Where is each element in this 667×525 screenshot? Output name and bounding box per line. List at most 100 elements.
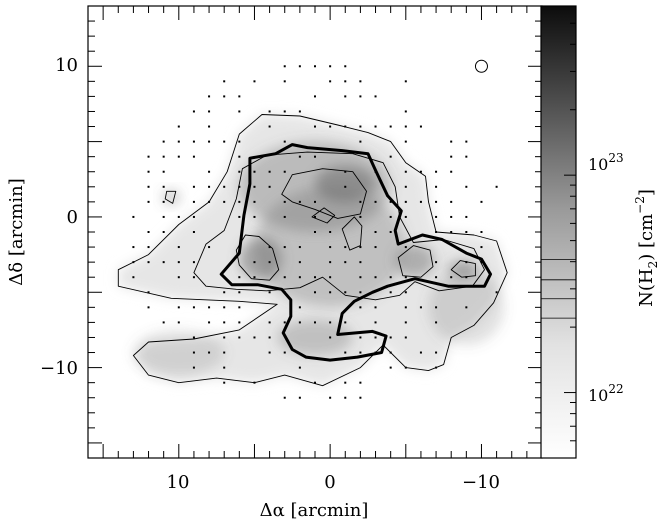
sample-point xyxy=(419,306,422,309)
sample-point xyxy=(465,185,468,188)
sample-point xyxy=(435,185,438,188)
sample-point xyxy=(238,291,241,294)
sample-point xyxy=(162,140,165,143)
colorbar-label: N(H2) [cm−2] xyxy=(633,189,660,307)
sample-point xyxy=(253,276,256,279)
sample-point xyxy=(177,155,180,158)
sample-point xyxy=(359,125,362,128)
sample-point xyxy=(208,110,211,113)
sample-point xyxy=(223,200,226,203)
sample-point xyxy=(404,200,407,203)
sample-point xyxy=(329,321,332,324)
sample-point xyxy=(344,291,347,294)
sample-point xyxy=(344,381,347,384)
sample-point xyxy=(192,306,195,309)
sample-point xyxy=(208,351,211,354)
sample-point xyxy=(404,125,407,128)
sample-point xyxy=(162,185,165,188)
sample-point xyxy=(268,261,271,264)
sample-point xyxy=(404,185,407,188)
colorbar-tick-label-1e22: 1022 xyxy=(588,382,624,405)
sample-point xyxy=(329,231,332,233)
sample-point xyxy=(389,336,392,339)
sample-point xyxy=(223,80,226,83)
sample-point xyxy=(162,231,165,233)
sample-point xyxy=(314,155,316,158)
sample-point xyxy=(253,336,256,339)
sample-point xyxy=(389,215,392,218)
sample-point xyxy=(435,306,438,309)
sample-point xyxy=(374,95,377,98)
sample-point xyxy=(283,396,286,399)
sample-point xyxy=(359,215,362,218)
sample-point xyxy=(147,231,150,233)
colorbar: 1023 1022 N(H2) [cm−2] xyxy=(540,5,660,459)
sample-point xyxy=(404,276,407,279)
sample-point xyxy=(238,215,241,218)
sample-point xyxy=(450,155,453,158)
sample-point xyxy=(268,246,271,249)
sample-point xyxy=(147,200,150,203)
sample-point xyxy=(404,170,407,173)
sample-point xyxy=(253,200,256,203)
sample-point xyxy=(268,351,271,354)
sample-point xyxy=(223,185,226,188)
sample-point xyxy=(374,321,377,324)
colorbar-ticks xyxy=(564,5,576,459)
sample-point xyxy=(238,110,241,113)
sample-point xyxy=(253,170,256,173)
sample-point xyxy=(192,110,195,113)
sample-point xyxy=(177,215,180,218)
sample-point xyxy=(374,246,377,249)
sample-point xyxy=(404,80,407,83)
sample-point xyxy=(329,125,332,128)
sample-point xyxy=(298,276,301,279)
sample-point xyxy=(404,336,407,339)
sample-point xyxy=(344,80,347,83)
sample-point xyxy=(344,65,347,68)
sample-point xyxy=(480,200,483,203)
contour-core-small xyxy=(311,207,336,224)
contour-outer xyxy=(117,114,508,387)
contour-core-left xyxy=(235,234,280,281)
sample-point xyxy=(359,140,362,143)
sample-point xyxy=(298,110,301,113)
sample-point xyxy=(359,261,362,264)
sample-point xyxy=(389,155,392,158)
sample-point xyxy=(223,381,226,384)
y-tick-label-minus10: −10 xyxy=(40,358,78,379)
sample-point xyxy=(298,200,301,203)
sample-point xyxy=(435,261,438,264)
sample-point xyxy=(283,351,286,354)
sample-point xyxy=(389,200,392,203)
sample-point xyxy=(283,276,286,279)
sample-point xyxy=(283,140,286,143)
sample-point xyxy=(192,336,195,339)
sample-point xyxy=(147,261,150,264)
sample-point xyxy=(374,125,377,128)
emission-blob xyxy=(133,329,225,376)
sample-point xyxy=(283,215,286,218)
sample-point xyxy=(450,231,453,233)
sample-point xyxy=(298,321,301,324)
sample-point xyxy=(314,125,316,128)
emission-fill xyxy=(118,114,508,386)
emission-blob xyxy=(395,244,435,278)
sample-point xyxy=(359,306,362,309)
sample-point xyxy=(283,170,286,173)
emission-blob xyxy=(239,238,282,281)
sample-point xyxy=(329,396,332,399)
sample-point xyxy=(298,261,301,264)
sample-point xyxy=(374,306,377,309)
sample-point xyxy=(450,140,453,143)
contour-core-mid xyxy=(341,216,363,251)
sample-point xyxy=(238,170,241,173)
sample-point xyxy=(147,246,150,249)
sample-point xyxy=(253,261,256,264)
sample-point xyxy=(147,291,150,294)
sample-point xyxy=(208,125,211,128)
sample-point xyxy=(192,140,195,143)
sample-point xyxy=(238,200,241,203)
sample-point xyxy=(268,170,271,173)
sample-point xyxy=(314,321,316,324)
